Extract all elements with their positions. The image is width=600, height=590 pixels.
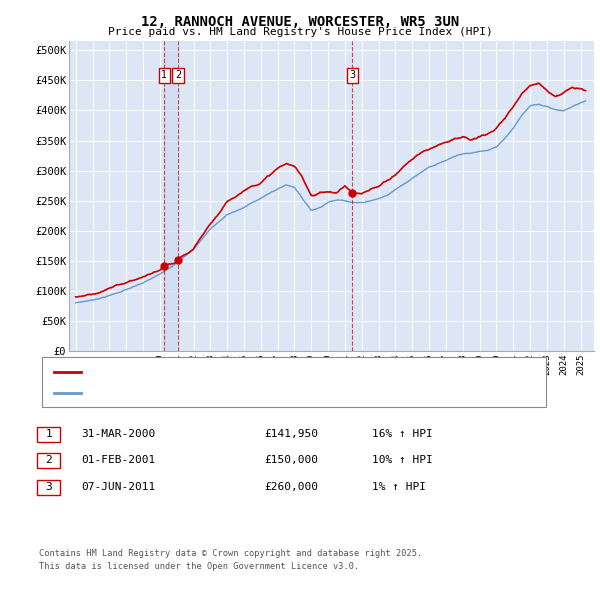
- Text: 01-FEB-2001: 01-FEB-2001: [81, 455, 155, 465]
- Text: 1: 1: [45, 429, 52, 438]
- Text: £141,950: £141,950: [264, 429, 318, 438]
- Text: 31-MAR-2000: 31-MAR-2000: [81, 429, 155, 438]
- Text: 12, RANNOCH AVENUE, WORCESTER, WR5 3UN (detached house): 12, RANNOCH AVENUE, WORCESTER, WR5 3UN (…: [88, 367, 432, 377]
- Text: HPI: Average price, detached house, Worcester: HPI: Average price, detached house, Worc…: [88, 388, 370, 398]
- Text: Contains HM Land Registry data © Crown copyright and database right 2025.: Contains HM Land Registry data © Crown c…: [39, 549, 422, 558]
- Text: £150,000: £150,000: [264, 455, 318, 465]
- Text: 10% ↑ HPI: 10% ↑ HPI: [372, 455, 433, 465]
- Text: 12, RANNOCH AVENUE, WORCESTER, WR5 3UN: 12, RANNOCH AVENUE, WORCESTER, WR5 3UN: [141, 15, 459, 29]
- Text: 2: 2: [175, 70, 181, 80]
- Text: 3: 3: [349, 70, 355, 80]
- Text: £260,000: £260,000: [264, 482, 318, 491]
- Bar: [164, 41, 178, 351]
- Text: 2: 2: [45, 455, 52, 465]
- Text: This data is licensed under the Open Government Licence v3.0.: This data is licensed under the Open Gov…: [39, 562, 359, 571]
- Text: 3: 3: [45, 482, 52, 491]
- Text: 1% ↑ HPI: 1% ↑ HPI: [372, 482, 426, 491]
- Text: 16% ↑ HPI: 16% ↑ HPI: [372, 429, 433, 438]
- Text: Price paid vs. HM Land Registry's House Price Index (HPI): Price paid vs. HM Land Registry's House …: [107, 27, 493, 37]
- Text: 1: 1: [161, 70, 167, 80]
- Text: 07-JUN-2011: 07-JUN-2011: [81, 482, 155, 491]
